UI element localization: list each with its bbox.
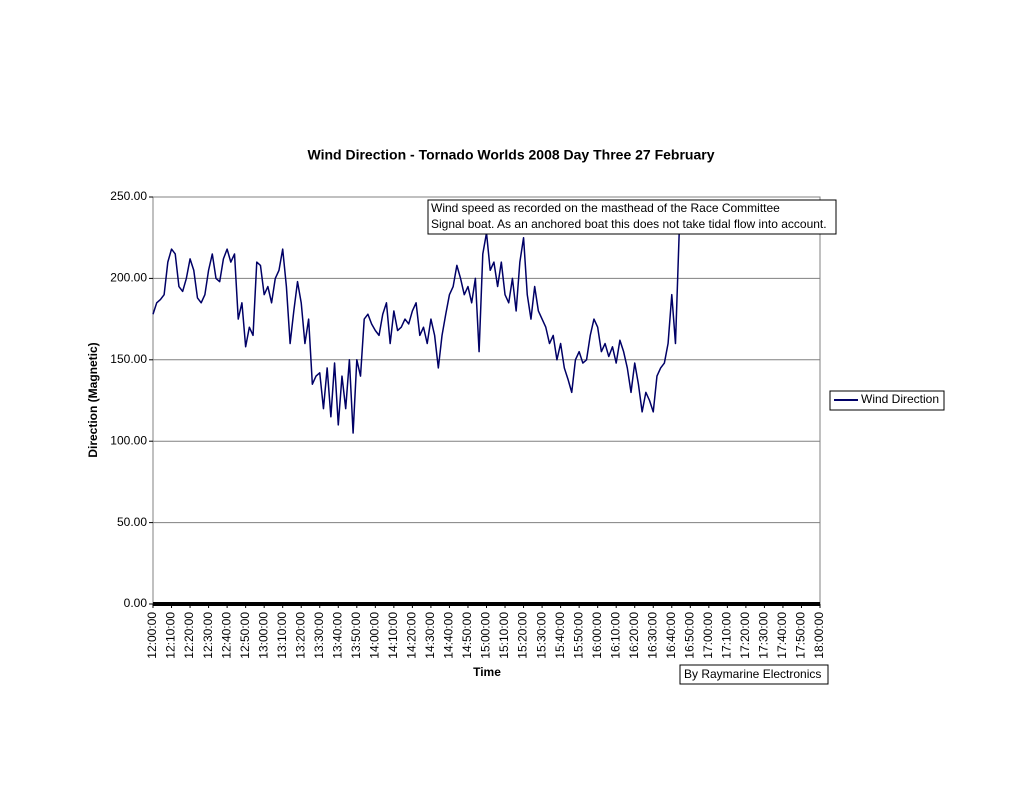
- y-tick-label: 50.00: [117, 515, 147, 529]
- credit-box: [679, 664, 829, 685]
- x-tick-label: 14:00:00: [368, 612, 382, 659]
- x-axis-title: Time: [473, 665, 501, 679]
- chart-title: Wind Direction - Tornado Worlds 2008 Day…: [307, 147, 714, 163]
- x-tick-label: 15:00:00: [479, 612, 493, 659]
- credit: By Raymarine Electronics: [684, 667, 821, 681]
- x-tick-label: 12:40:00: [219, 612, 233, 659]
- x-tick-label: 15:10:00: [497, 612, 511, 659]
- x-tick-label: 15:30:00: [534, 612, 548, 659]
- x-tick-label: 15:40:00: [553, 612, 567, 659]
- plot: [149, 196, 821, 608]
- x-tick-label: 13:40:00: [330, 612, 344, 659]
- x-tick-label: 15:50:00: [571, 612, 585, 659]
- y-tick-label: 250.00: [110, 189, 147, 203]
- x-tick-label: 14:50:00: [460, 612, 474, 659]
- x-tick-label: 13:10:00: [275, 612, 289, 659]
- x-tick-label: 16:40:00: [664, 612, 678, 659]
- x-tick-label: 17:20:00: [738, 612, 752, 659]
- y-tick-label: 100.00: [110, 433, 147, 447]
- x-tick-label: 13:00:00: [256, 612, 270, 659]
- x-tick-label: 16:00:00: [590, 612, 604, 659]
- y-tick-label: 0.00: [124, 596, 148, 610]
- legend-label: Wind Direction: [861, 392, 939, 406]
- x-tick-label: 16:10:00: [608, 612, 622, 659]
- x-tick-label: 16:20:00: [627, 612, 641, 659]
- y-tick-label: 150.00: [110, 352, 147, 366]
- x-tick-label: 16:30:00: [645, 612, 659, 659]
- x-tick-label: 15:20:00: [516, 612, 530, 659]
- x-tick-label: 17:50:00: [794, 612, 808, 659]
- data-line: [152, 232, 680, 434]
- x-tick-label: 17:00:00: [701, 612, 715, 659]
- annotation: Signal boat. As an anchored boat this do…: [431, 217, 827, 231]
- x-tick-label: 17:10:00: [720, 612, 734, 659]
- y-axis-title: Direction (Magnetic): [86, 342, 100, 457]
- x-tick-label: 12:10:00: [164, 612, 178, 659]
- x-tick-label: 12:00:00: [145, 612, 159, 659]
- x-tick-label: 13:50:00: [349, 612, 363, 659]
- x-tick-label: 14:20:00: [405, 612, 419, 659]
- x-tick-label: 14:30:00: [423, 612, 437, 659]
- y-tick-label: 200.00: [110, 271, 147, 285]
- legend: [829, 390, 945, 411]
- x-tick-label: 14:40:00: [442, 612, 456, 659]
- x-tick-label: 13:20:00: [293, 612, 307, 659]
- x-tick-label: 14:10:00: [386, 612, 400, 659]
- x-tick-label: 12:30:00: [201, 612, 215, 659]
- x-tick-label: 17:30:00: [757, 612, 771, 659]
- x-tick-label: 18:00:00: [812, 612, 826, 659]
- annotation-box: [427, 199, 837, 235]
- x-tick-label: 12:50:00: [238, 612, 252, 659]
- x-tick-label: 12:20:00: [182, 612, 196, 659]
- x-tick-label: 17:40:00: [775, 612, 789, 659]
- x-tick-label: 13:30:00: [312, 612, 326, 659]
- x-tick-label: 16:50:00: [682, 612, 696, 659]
- annotation: Wind speed as recorded on the masthead o…: [431, 201, 780, 215]
